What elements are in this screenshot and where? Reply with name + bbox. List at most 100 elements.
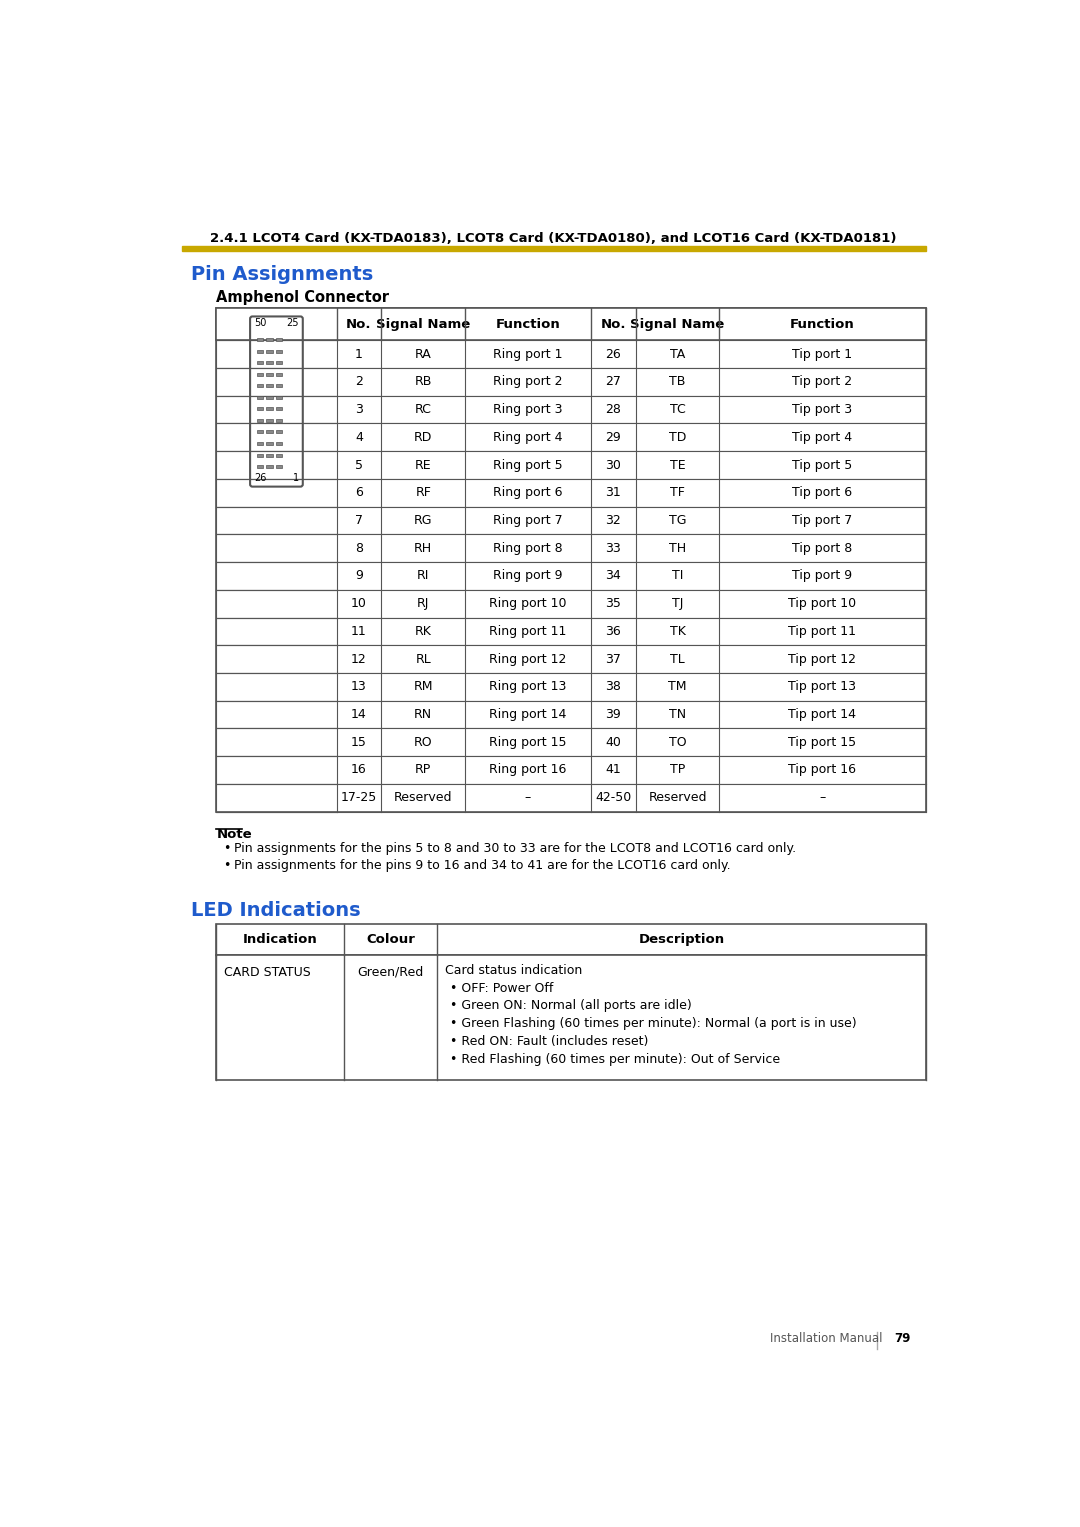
- Text: Ring port 7: Ring port 7: [494, 515, 563, 527]
- Text: 17-25: 17-25: [341, 791, 377, 805]
- Text: Reserved: Reserved: [648, 791, 706, 805]
- Bar: [267, 373, 272, 376]
- Text: Ring port 12: Ring port 12: [489, 652, 567, 666]
- Text: 31: 31: [605, 486, 621, 499]
- Text: RG: RG: [414, 515, 433, 527]
- Text: Signal Name: Signal Name: [631, 318, 725, 331]
- Text: 13: 13: [351, 681, 367, 693]
- Text: Ring port 14: Ring port 14: [489, 709, 567, 721]
- Text: TL: TL: [670, 652, 685, 666]
- Bar: [257, 431, 264, 434]
- Text: TC: TC: [670, 403, 686, 417]
- Text: Card status indication: Card status indication: [445, 964, 582, 977]
- Bar: [267, 466, 272, 469]
- Text: Ring port 15: Ring port 15: [489, 736, 567, 748]
- Text: Tip port 1: Tip port 1: [793, 348, 852, 360]
- Text: 32: 32: [605, 515, 621, 527]
- Text: 3: 3: [355, 403, 363, 417]
- Text: Tip port 2: Tip port 2: [793, 376, 852, 388]
- Bar: [275, 418, 282, 421]
- Bar: [257, 454, 264, 457]
- Bar: [216, 756, 926, 783]
- Text: Green/Red: Green/Red: [357, 965, 423, 979]
- Text: Tip port 9: Tip port 9: [793, 570, 852, 582]
- Text: RL: RL: [416, 652, 431, 666]
- Text: • Red ON: Fault (includes reset): • Red ON: Fault (includes reset): [449, 1035, 648, 1048]
- Text: –: –: [525, 791, 531, 805]
- Bar: [216, 450, 926, 479]
- Text: 26: 26: [254, 473, 267, 483]
- Text: 28: 28: [605, 403, 621, 417]
- Text: Tip port 3: Tip port 3: [793, 403, 852, 417]
- Text: Pin assignments for the pins 5 to 8 and 30 to 33 are for the LCOT8 and LCOT16 ca: Pin assignments for the pins 5 to 8 and …: [234, 843, 796, 855]
- Bar: [257, 408, 264, 411]
- Text: 2.4.1 LCOT4 Card (KX-TDA0183), LCOT8 Card (KX-TDA0180), and LCOT16 Card (KX-TDA0: 2.4.1 LCOT4 Card (KX-TDA0183), LCOT8 Car…: [211, 232, 896, 246]
- Text: 8: 8: [355, 542, 363, 554]
- Text: 30: 30: [605, 458, 621, 472]
- Text: 12: 12: [351, 652, 367, 666]
- Text: Ring port 8: Ring port 8: [494, 542, 563, 554]
- Text: Tip port 12: Tip port 12: [788, 652, 856, 666]
- Bar: [267, 337, 272, 341]
- Text: 15: 15: [351, 736, 367, 748]
- Bar: [275, 350, 282, 353]
- Text: RC: RC: [415, 403, 432, 417]
- Text: 33: 33: [605, 542, 621, 554]
- Bar: [257, 385, 264, 388]
- Text: RA: RA: [415, 348, 432, 360]
- Text: Tip port 5: Tip port 5: [793, 458, 852, 472]
- Text: 7: 7: [355, 515, 363, 527]
- Text: Signal Name: Signal Name: [376, 318, 471, 331]
- Bar: [216, 562, 926, 589]
- Text: RN: RN: [415, 709, 432, 721]
- Text: Tip port 8: Tip port 8: [793, 542, 852, 554]
- Text: • Red Flashing (60 times per minute): Out of Service: • Red Flashing (60 times per minute): Ou…: [449, 1052, 780, 1066]
- Text: 38: 38: [605, 681, 621, 693]
- Text: Ring port 9: Ring port 9: [494, 570, 563, 582]
- Text: TA: TA: [670, 348, 685, 360]
- Text: TP: TP: [670, 764, 685, 777]
- Text: TN: TN: [669, 709, 686, 721]
- Bar: [216, 395, 926, 423]
- Bar: [257, 441, 264, 444]
- Bar: [216, 954, 926, 1080]
- Text: RP: RP: [415, 764, 431, 777]
- Text: RH: RH: [415, 542, 432, 554]
- Text: RJ: RJ: [417, 597, 430, 611]
- Text: Tip port 6: Tip port 6: [793, 486, 852, 499]
- Text: 9: 9: [355, 570, 363, 582]
- Text: Tip port 10: Tip port 10: [788, 597, 856, 611]
- Text: Indication: Indication: [243, 933, 318, 945]
- Text: Description: Description: [638, 933, 725, 945]
- Text: Ring port 1: Ring port 1: [494, 348, 563, 360]
- Text: 11: 11: [351, 625, 367, 638]
- Bar: [257, 350, 264, 353]
- Text: 14: 14: [351, 709, 367, 721]
- Text: 4: 4: [355, 431, 363, 444]
- Bar: [216, 924, 926, 954]
- Text: CARD STATUS: CARD STATUS: [225, 965, 311, 979]
- Text: Colour: Colour: [366, 933, 415, 945]
- Text: TK: TK: [670, 625, 686, 638]
- Bar: [275, 441, 282, 444]
- Text: Amphenol Connector: Amphenol Connector: [216, 290, 390, 305]
- Text: 27: 27: [605, 376, 621, 388]
- Text: TF: TF: [670, 486, 685, 499]
- Bar: [216, 368, 926, 395]
- Text: 50: 50: [254, 319, 267, 328]
- Text: RE: RE: [415, 458, 432, 472]
- Bar: [257, 395, 264, 399]
- Text: Ring port 11: Ring port 11: [489, 625, 567, 638]
- Text: Installation Manual: Installation Manual: [770, 1332, 883, 1345]
- Bar: [216, 589, 926, 617]
- Bar: [267, 408, 272, 411]
- Text: RM: RM: [414, 681, 433, 693]
- Bar: [216, 701, 926, 728]
- Text: –: –: [820, 791, 825, 805]
- Text: 1: 1: [355, 348, 363, 360]
- Text: 29: 29: [605, 431, 621, 444]
- Text: • OFF: Power Off: • OFF: Power Off: [449, 982, 553, 994]
- Bar: [216, 617, 926, 646]
- Text: Ring port 2: Ring port 2: [494, 376, 563, 388]
- Bar: [216, 783, 926, 811]
